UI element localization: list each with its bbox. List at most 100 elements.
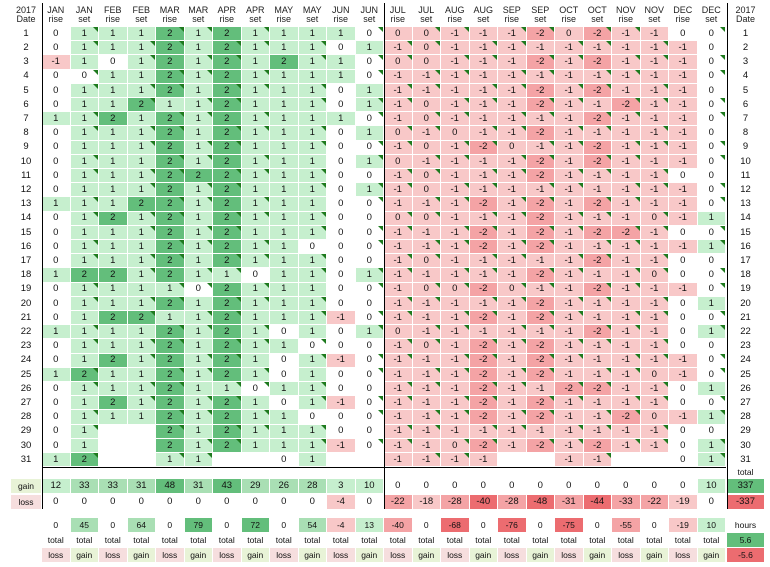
data-cell[interactable]: -1: [640, 126, 669, 141]
data-cell[interactable]: 1: [127, 126, 156, 141]
data-cell[interactable]: -1: [526, 183, 555, 198]
data-cell[interactable]: -1: [640, 169, 669, 184]
data-cell[interactable]: -1: [526, 325, 555, 340]
data-cell[interactable]: -1: [669, 140, 698, 155]
data-cell[interactable]: -1: [555, 169, 584, 184]
data-cell[interactable]: 2: [156, 183, 185, 198]
data-cell[interactable]: 0: [384, 154, 413, 169]
data-cell[interactable]: -1: [384, 438, 413, 453]
data-cell[interactable]: -1: [526, 424, 555, 439]
data-cell[interactable]: -1: [498, 254, 527, 269]
data-cell[interactable]: -1: [640, 240, 669, 255]
data-cell[interactable]: 1: [270, 282, 299, 297]
data-cell[interactable]: 1: [127, 83, 156, 98]
data-cell[interactable]: 1: [241, 311, 270, 326]
data-cell[interactable]: -1: [441, 424, 470, 439]
data-cell[interactable]: 0: [697, 154, 726, 169]
data-cell[interactable]: 0: [697, 183, 726, 198]
data-cell[interactable]: -2: [469, 311, 498, 326]
data-cell[interactable]: 1: [270, 424, 299, 439]
data-cell[interactable]: -2: [583, 282, 612, 297]
data-cell[interactable]: 0: [669, 254, 698, 269]
data-cell[interactable]: -1: [498, 112, 527, 127]
data-cell[interactable]: 1: [184, 424, 213, 439]
data-cell[interactable]: -1: [669, 55, 698, 70]
data-cell[interactable]: 1: [697, 211, 726, 226]
data-cell[interactable]: 1: [184, 453, 213, 468]
data-cell[interactable]: 1: [184, 382, 213, 397]
data-cell[interactable]: 1: [99, 69, 128, 84]
data-cell[interactable]: 1: [270, 27, 299, 42]
data-cell[interactable]: -1: [669, 240, 698, 255]
data-cell[interactable]: 2: [156, 27, 185, 42]
data-cell[interactable]: 1: [298, 197, 327, 212]
data-cell[interactable]: -2: [526, 438, 555, 453]
data-cell[interactable]: -1: [384, 396, 413, 411]
data-cell[interactable]: -1: [498, 396, 527, 411]
summary-value-cell[interactable]: 10: [697, 518, 726, 533]
data-cell[interactable]: 0: [355, 112, 384, 127]
data-cell[interactable]: -2: [583, 254, 612, 269]
data-cell[interactable]: -1: [526, 140, 555, 155]
data-cell[interactable]: -1: [498, 197, 527, 212]
data-cell[interactable]: 0: [669, 325, 698, 340]
data-cell[interactable]: -1: [498, 296, 527, 311]
data-cell[interactable]: -1: [441, 98, 470, 113]
data-cell[interactable]: -2: [526, 240, 555, 255]
data-cell[interactable]: 2: [156, 211, 185, 226]
data-cell[interactable]: 0: [42, 225, 71, 240]
data-cell[interactable]: -1: [498, 339, 527, 354]
data-cell[interactable]: -1: [498, 69, 527, 84]
data-cell[interactable]: 0: [42, 169, 71, 184]
data-cell[interactable]: 1: [298, 254, 327, 269]
data-cell[interactable]: 1: [99, 254, 128, 269]
data-cell[interactable]: 0: [327, 367, 356, 382]
data-cell[interactable]: -2: [583, 325, 612, 340]
data-cell[interactable]: [99, 424, 128, 439]
data-cell[interactable]: 1: [127, 183, 156, 198]
data-cell[interactable]: -1: [469, 325, 498, 340]
data-cell[interactable]: 1: [184, 126, 213, 141]
data-cell[interactable]: 2: [156, 367, 185, 382]
data-cell[interactable]: 2: [213, 367, 242, 382]
data-cell[interactable]: 2: [156, 353, 185, 368]
data-cell[interactable]: -2: [583, 154, 612, 169]
gain-cell[interactable]: 0: [583, 479, 612, 495]
data-cell[interactable]: 0: [355, 367, 384, 382]
data-cell[interactable]: 1: [184, 211, 213, 226]
data-cell[interactable]: [327, 453, 356, 468]
data-cell[interactable]: -1: [669, 112, 698, 127]
data-cell[interactable]: 1: [127, 382, 156, 397]
data-cell[interactable]: 1: [270, 41, 299, 56]
data-cell[interactable]: 1: [270, 154, 299, 169]
data-cell[interactable]: 1: [127, 396, 156, 411]
data-cell[interactable]: -1: [469, 169, 498, 184]
data-cell[interactable]: -1: [555, 254, 584, 269]
data-cell[interactable]: 1: [298, 27, 327, 42]
data-cell[interactable]: 1: [70, 424, 99, 439]
data-cell[interactable]: 1: [99, 240, 128, 255]
data-cell[interactable]: 1: [298, 169, 327, 184]
data-cell[interactable]: 2: [213, 325, 242, 340]
data-cell[interactable]: 0: [42, 438, 71, 453]
data-cell[interactable]: 0: [355, 169, 384, 184]
data-cell[interactable]: -1: [498, 55, 527, 70]
loss-cell[interactable]: -44: [583, 495, 612, 511]
data-cell[interactable]: -2: [583, 438, 612, 453]
data-cell[interactable]: 1: [42, 268, 71, 283]
data-cell[interactable]: 0: [669, 311, 698, 326]
data-cell[interactable]: 1: [184, 225, 213, 240]
data-cell[interactable]: -2: [583, 197, 612, 212]
data-cell[interactable]: 1: [184, 83, 213, 98]
data-cell[interactable]: 1: [184, 41, 213, 56]
data-cell[interactable]: -1: [555, 126, 584, 141]
data-cell[interactable]: 1: [127, 41, 156, 56]
data-cell[interactable]: -1: [640, 339, 669, 354]
data-cell[interactable]: -1: [412, 225, 441, 240]
data-cell[interactable]: 1: [298, 382, 327, 397]
data-cell[interactable]: 1: [355, 154, 384, 169]
data-cell[interactable]: 1: [298, 112, 327, 127]
data-cell[interactable]: -1: [640, 83, 669, 98]
data-cell[interactable]: 1: [241, 27, 270, 42]
data-cell[interactable]: -1: [640, 183, 669, 198]
